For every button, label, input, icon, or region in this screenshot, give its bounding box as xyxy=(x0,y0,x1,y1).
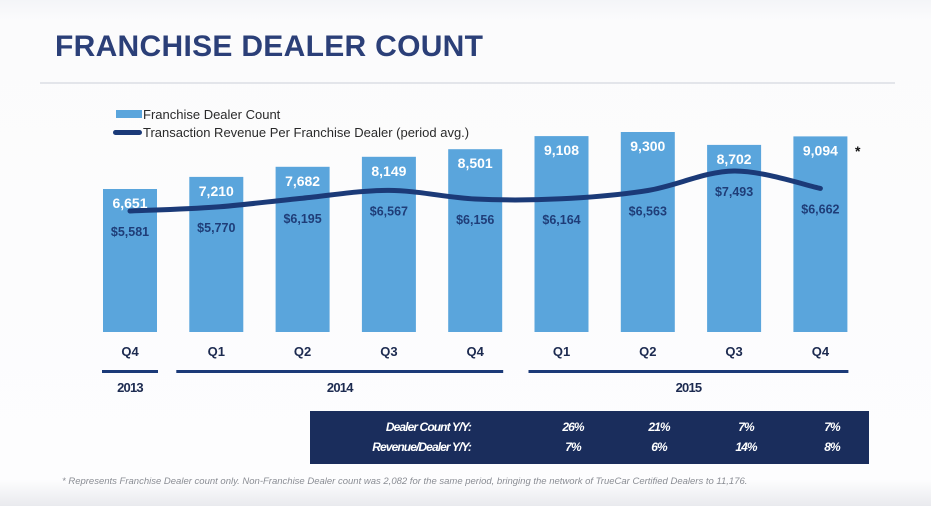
bar-data-label: 9,108 xyxy=(544,142,579,158)
legend-label-revenue: Transaction Revenue Per Franchise Dealer… xyxy=(143,125,469,140)
legend-label-dealer-count: Franchise Dealer Count xyxy=(143,107,281,122)
year-group-rule xyxy=(102,370,158,373)
bar-dealer-count xyxy=(189,176,244,332)
footnote: * Represents Franchise Dealer count only… xyxy=(62,476,748,487)
year-group-label: 2015 xyxy=(676,380,702,395)
line-data-label: $6,567 xyxy=(370,204,408,218)
line-data-label: $5,581 xyxy=(111,225,149,239)
bar-dealer-count xyxy=(534,136,589,332)
bar-data-label: 9,094 xyxy=(803,142,838,158)
yoy-value: 14% xyxy=(735,440,757,454)
legend-swatch-line xyxy=(113,130,142,135)
x-tick-label: Q4 xyxy=(812,344,830,359)
yoy-value: 6% xyxy=(651,440,667,454)
year-group-label: 2014 xyxy=(327,380,354,395)
line-data-label: $6,195 xyxy=(283,212,321,226)
bar-data-label: 6,651 xyxy=(112,195,147,211)
bar-dealer-count xyxy=(707,144,762,332)
line-data-label: $6,662 xyxy=(801,202,839,216)
line-data-label: $7,493 xyxy=(715,185,753,199)
bar-dealer-count xyxy=(275,166,330,332)
year-group-label: 2013 xyxy=(117,380,143,395)
x-tick-label: Q2 xyxy=(294,344,311,359)
yoy-row-dealer-count: Dealer Count Y/Y: 26% 21% 7% 7% xyxy=(310,420,869,440)
year-group-rule xyxy=(176,370,504,373)
yoy-value: 7% xyxy=(565,440,581,454)
x-tick-label: Q2 xyxy=(639,344,656,359)
x-tick-label: Q4 xyxy=(467,344,485,359)
bar-data-label: 8,149 xyxy=(371,163,406,179)
bar-dealer-count xyxy=(448,149,503,332)
bar-data-label: 7,682 xyxy=(285,173,320,189)
x-tick-label: Q3 xyxy=(725,344,742,359)
line-data-label: $6,563 xyxy=(629,205,667,219)
revenue-line xyxy=(127,168,823,214)
page-title: FRANCHISE DEALER COUNT xyxy=(55,30,484,63)
bar-data-label: 8,702 xyxy=(717,151,752,167)
bar-data-label: 8,501 xyxy=(458,155,493,171)
yoy-value: 7% xyxy=(738,420,754,434)
year-group-rule xyxy=(528,370,849,373)
title-divider xyxy=(40,82,895,84)
yoy-value: 26% xyxy=(562,420,584,434)
bar-data-label: 9,300 xyxy=(630,138,665,154)
yoy-value: 7% xyxy=(824,420,840,434)
yoy-table: Dealer Count Y/Y: 26% 21% 7% 7% Revenue/… xyxy=(310,411,869,464)
legend-swatch-bar xyxy=(116,110,142,118)
line-data-label: $6,156 xyxy=(456,213,494,227)
yoy-value: 21% xyxy=(648,420,670,434)
x-tick-label: Q1 xyxy=(208,344,225,359)
line-data-label: $5,770 xyxy=(197,221,235,235)
x-tick-label: Q4 xyxy=(121,344,139,359)
asterisk-annotation: * xyxy=(855,143,861,159)
bar-data-label: 7,210 xyxy=(199,183,234,199)
yoy-value: 8% xyxy=(824,440,840,454)
legend: Franchise Dealer Count Transaction Reven… xyxy=(113,107,469,140)
yoy-row-label: Revenue/Dealer Y/Y: xyxy=(372,440,472,454)
bar-dealer-count xyxy=(793,136,848,332)
line-data-label: $6,164 xyxy=(542,213,580,227)
x-tick-label: Q1 xyxy=(553,344,570,359)
bar-dealer-count xyxy=(620,132,675,332)
yoy-row-label: Dealer Count Y/Y: xyxy=(385,420,472,434)
yoy-row-revenue: Revenue/Dealer Y/Y: 7% 6% 14% 8% xyxy=(310,440,869,460)
x-tick-label: Q3 xyxy=(380,344,397,359)
combo-chart: Franchise Dealer Count Transaction Reven… xyxy=(102,107,861,395)
bar-dealer-count xyxy=(361,156,416,332)
